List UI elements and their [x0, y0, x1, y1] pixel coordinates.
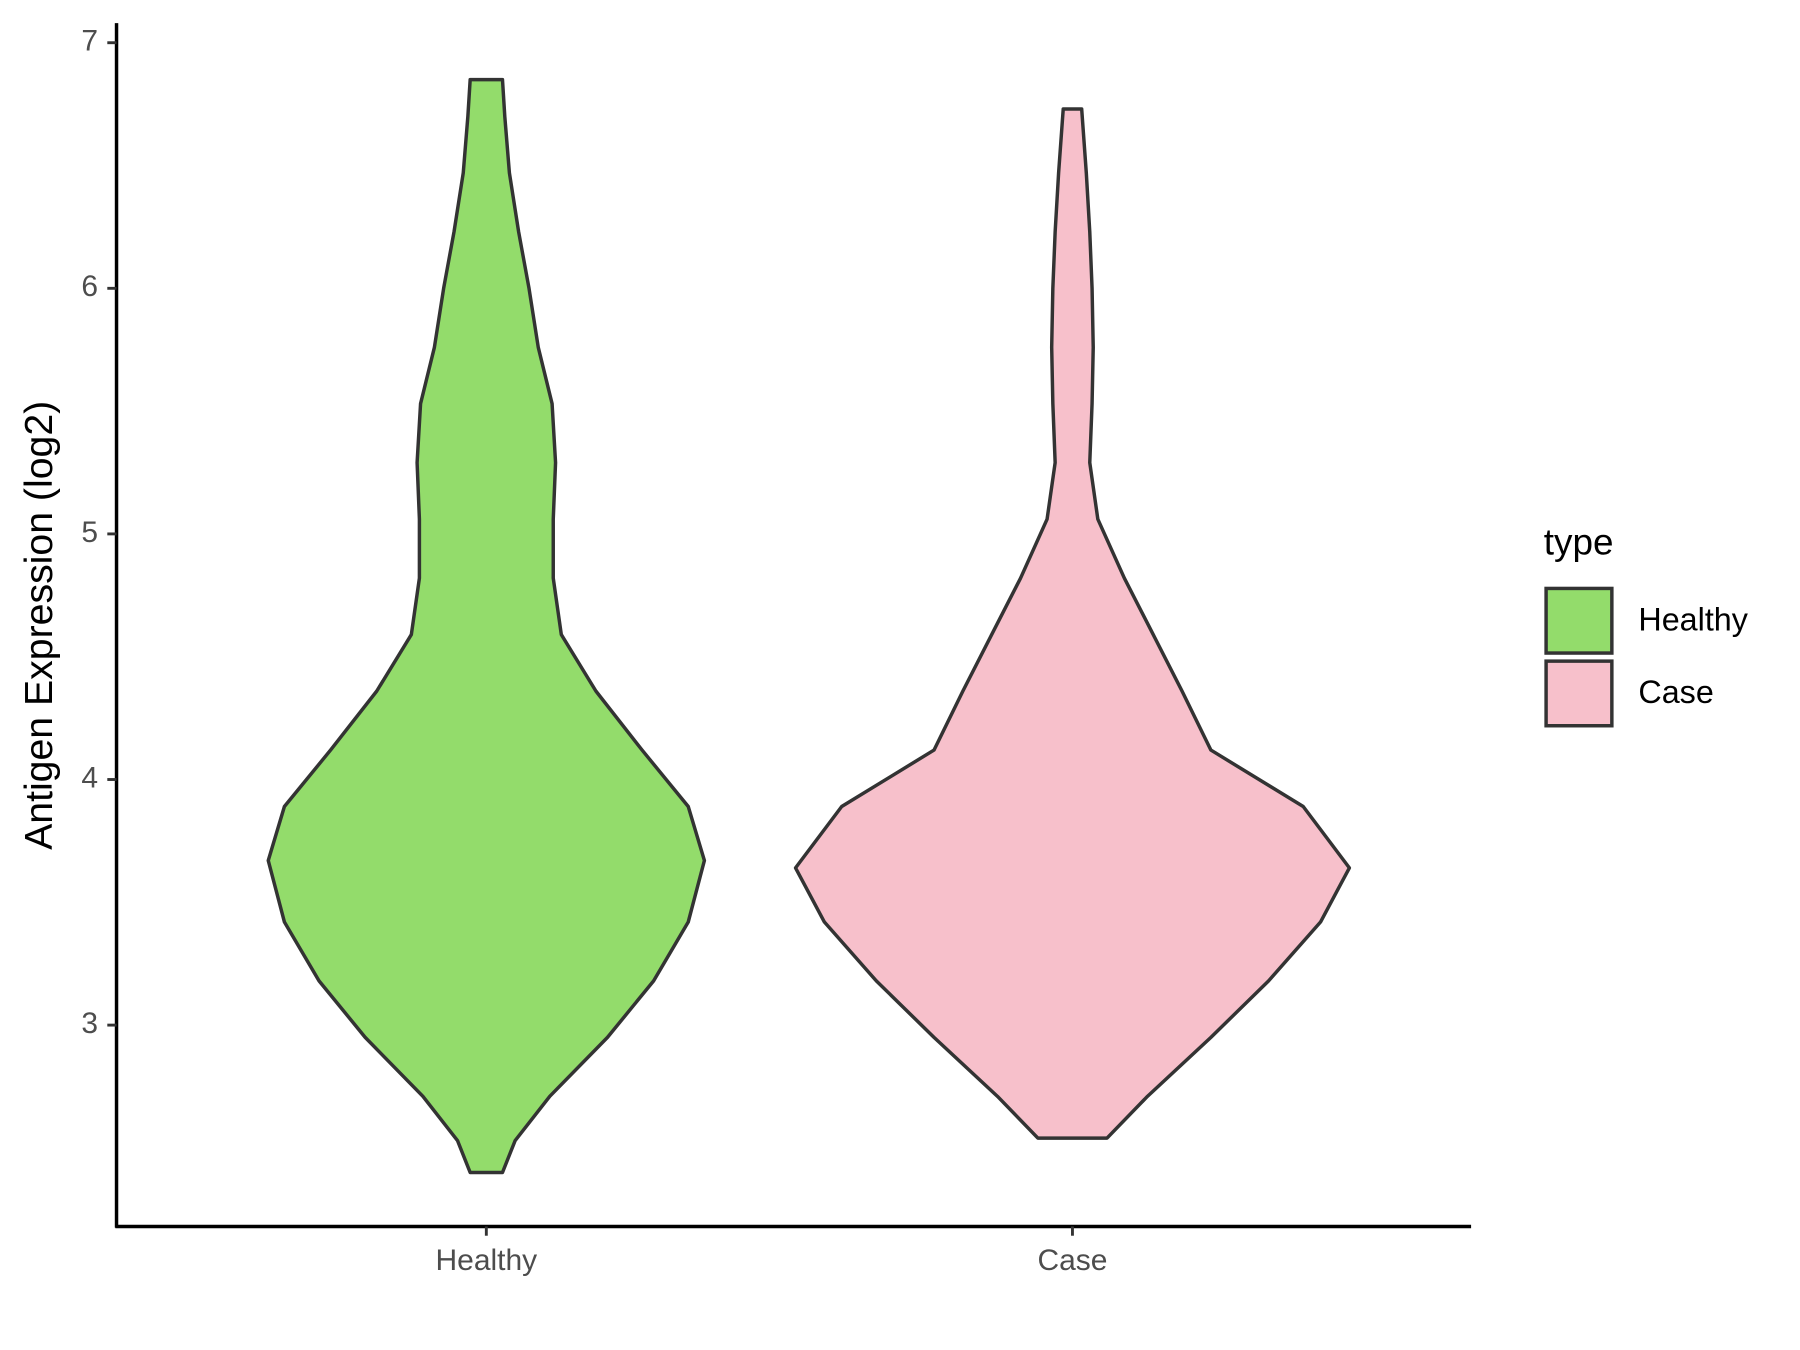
y-tick-label: 4 [81, 761, 98, 794]
violin [793, 107, 1352, 1140]
legend-label: Case [1638, 674, 1713, 710]
y-tick-label: 7 [81, 25, 98, 58]
y-tick-label: 3 [81, 1007, 98, 1040]
legend-label: Healthy [1638, 601, 1748, 637]
legend-key [1544, 659, 1614, 728]
legend-key [1544, 586, 1614, 655]
y-axis-title: Antigen Expression (log2) [17, 401, 61, 850]
y-tick-label: 5 [81, 516, 98, 549]
violin [266, 77, 707, 1175]
y-tick-label: 6 [81, 270, 98, 303]
x-tick-label: Healthy [435, 1244, 537, 1277]
legend-title: type [1544, 521, 1614, 562]
x-tick-label: Case [1037, 1244, 1107, 1277]
plot: Antigen Expression (log2) type 3 4 5 6 7 Heal… [17, 23, 1749, 1277]
